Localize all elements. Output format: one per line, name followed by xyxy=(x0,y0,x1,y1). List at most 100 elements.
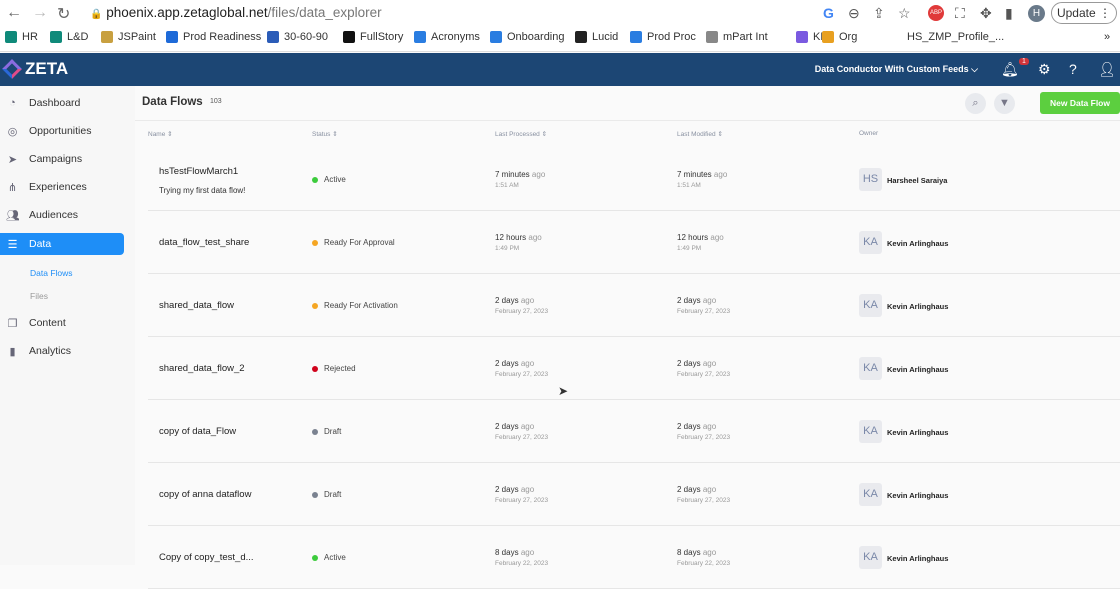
bookmark-label: Prod Proc xyxy=(647,31,696,43)
flow-name[interactable]: copy of data_Flow xyxy=(159,426,237,437)
bookmark-label: HS_ZMP_Profile_... xyxy=(907,31,1005,43)
last-modified-relative: 2 days xyxy=(677,296,701,305)
table-row[interactable]: copy of data_Flow Draft 2 days ago February… xyxy=(148,400,1120,463)
column-header-owner[interactable]: Owner xyxy=(859,130,878,137)
flow-name[interactable]: copy of anna dataflow xyxy=(159,489,252,500)
bookmark-5[interactable]: FullStory xyxy=(343,31,403,43)
adblock-icon[interactable]: ABP xyxy=(928,5,944,21)
status: Ready For Approval xyxy=(312,238,395,247)
bookmark-0[interactable]: HR xyxy=(5,31,38,43)
status: Draft xyxy=(312,490,341,499)
table-row[interactable]: Copy of copy_test_d... Active 8 days ago Fe… xyxy=(148,526,1120,589)
account-switcher[interactable]: Data Conductor With Custom Feeds ⌵ xyxy=(815,64,978,75)
last-modified: 2 days ago February 27, 2023 xyxy=(677,296,730,315)
sidebar-item-audiences[interactable]: 👥︎ Audiences xyxy=(0,204,124,226)
bell-icon[interactable]: 🔔︎ xyxy=(1001,61,1019,77)
more-bookmarks-icon[interactable]: » xyxy=(1104,31,1111,43)
column-header-name[interactable]: Name ⇕ xyxy=(148,130,173,138)
sidebar-item-label: Dashboard xyxy=(29,97,81,109)
bookmark-12[interactable]: Org xyxy=(822,31,857,43)
sidebar-item-opportunities[interactable]: ◎ Opportunities xyxy=(0,120,124,142)
bookmark-8[interactable]: Lucid xyxy=(575,31,618,43)
table-row[interactable]: copy of anna dataflow Draft 2 days ago Febr… xyxy=(148,463,1120,526)
back-icon[interactable]: ← xyxy=(6,4,22,21)
table-row[interactable]: shared_data_flow_2 Rejected 2 days ago Febr… xyxy=(148,337,1120,400)
screenshot-icon[interactable]: ⛶ xyxy=(955,5,965,21)
sidebar-item-label: Analytics xyxy=(29,345,72,357)
status: Rejected xyxy=(312,364,356,373)
filter-button[interactable]: ▼ xyxy=(994,93,1015,114)
bookmark-7[interactable]: Onboarding xyxy=(490,31,565,43)
target-icon: ◎ xyxy=(7,125,18,138)
status: Ready For Activation xyxy=(312,301,398,310)
share-icon[interactable]: ⇪ xyxy=(873,5,885,21)
gear-icon[interactable]: ⚙ xyxy=(1038,61,1051,77)
column-header-last-processed[interactable]: Last Processed ⇕ xyxy=(495,130,547,138)
zoom-icon[interactable]: ⊖ xyxy=(848,5,860,21)
status: Active xyxy=(312,175,346,184)
flow-name[interactable]: shared_data_flow xyxy=(159,300,234,311)
bookmark-2[interactable]: JSPaint xyxy=(101,31,156,43)
flow-name[interactable]: Copy of copy_test_d... xyxy=(159,552,254,563)
reload-icon[interactable]: ↻ xyxy=(57,6,71,23)
forward-icon[interactable]: → xyxy=(32,4,48,21)
sidebar-subitem-data-flows[interactable]: Data Flows xyxy=(30,268,73,278)
chevron-down-icon: ⌵ xyxy=(971,64,978,74)
sidebar-subitem-files[interactable]: Files xyxy=(30,291,48,301)
ago-label: ago xyxy=(520,359,535,368)
bookmark-4[interactable]: 30-60-90 xyxy=(267,31,328,43)
flow-name[interactable]: data_flow_test_share xyxy=(159,237,250,248)
status-dot xyxy=(312,239,318,246)
last-modified-date: February 27, 2023 xyxy=(677,434,731,441)
last-processed: 8 days ago February 22, 2023 xyxy=(495,548,548,567)
status-dot xyxy=(312,302,318,309)
status-label: Rejected xyxy=(324,364,356,373)
last-processed: 12 hours ago 1:49 PM xyxy=(495,233,542,252)
table-row[interactable]: shared_data_flow Ready For Activation 2 da… xyxy=(148,274,1120,337)
search-button[interactable]: ⌕ xyxy=(965,93,986,114)
sidepanel-icon[interactable]: ▮ xyxy=(1005,5,1013,21)
last-processed-relative: 2 days xyxy=(495,485,519,494)
sidebar-item-data[interactable]: ☰ Data xyxy=(0,233,124,255)
table-row[interactable]: data_flow_test_share Ready For Approval 12… xyxy=(148,211,1120,274)
address-bar[interactable]: 🔒 phoenix.app.zetaglobal.net/files/data_… xyxy=(90,5,382,20)
last-processed-relative: 8 days xyxy=(495,548,519,557)
last-processed-relative: 2 days xyxy=(495,422,519,431)
extensions-icon[interactable]: ✥ xyxy=(980,5,992,21)
bookmark-3[interactable]: Prod Readiness xyxy=(166,31,261,43)
new-data-flow-button[interactable]: New Data Flow xyxy=(1040,92,1120,114)
divider xyxy=(135,120,1120,121)
bookmark-1[interactable]: L&D xyxy=(50,31,88,43)
column-header-last-modified[interactable]: Last Modified ⇕ xyxy=(677,130,723,138)
column-label: Last Processed xyxy=(495,131,540,138)
table-row[interactable]: hsTestFlowMarch1 Trying my first data flo… xyxy=(148,148,1120,211)
google-icon[interactable]: G xyxy=(823,5,834,21)
last-modified-relative: 12 hours xyxy=(677,233,709,242)
column-header-status[interactable]: Status ⇕ xyxy=(312,130,338,138)
last-modified-date: 1:51 AM xyxy=(677,182,701,189)
sidebar-item-dashboard[interactable]: ◔ Dashboard xyxy=(0,92,124,114)
user-icon[interactable]: 👤︎ xyxy=(1098,61,1116,77)
update-button[interactable]: Update ⋮ xyxy=(1051,2,1117,24)
sidebar-item-experiences[interactable]: ⋔ Experiences xyxy=(0,176,124,198)
bookmark-9[interactable]: Prod Proc xyxy=(630,31,696,43)
column-label: Name xyxy=(148,131,166,138)
sidebar-item-label: Audiences xyxy=(29,209,79,221)
bookmark-13[interactable]: HS_ZMP_Profile_... xyxy=(890,31,1004,43)
status-label: Draft xyxy=(324,490,342,499)
sidebar-item-analytics[interactable]: ▮ Analytics xyxy=(0,340,124,362)
bookmark-10[interactable]: mPart Int xyxy=(706,31,768,43)
flow-name[interactable]: shared_data_flow_2 xyxy=(159,363,245,374)
zeta-logo[interactable]: ZETA xyxy=(2,59,68,79)
flow-name[interactable]: hsTestFlowMarch1 xyxy=(159,166,239,177)
bookmark-icon xyxy=(575,31,587,43)
bookmark-icon xyxy=(630,31,642,43)
help-icon[interactable]: ? xyxy=(1069,61,1077,77)
sidebar-item-campaigns[interactable]: ➤ Campaigns xyxy=(0,148,124,170)
profile-avatar[interactable]: H xyxy=(1028,5,1045,22)
star-icon[interactable]: ☆ xyxy=(898,5,911,21)
lock-icon: 🔒 xyxy=(90,9,103,20)
bookmark-label: Org xyxy=(839,31,858,43)
bookmark-6[interactable]: Acronyms xyxy=(414,31,480,43)
sidebar-item-content[interactable]: ❐ Content xyxy=(0,312,124,334)
